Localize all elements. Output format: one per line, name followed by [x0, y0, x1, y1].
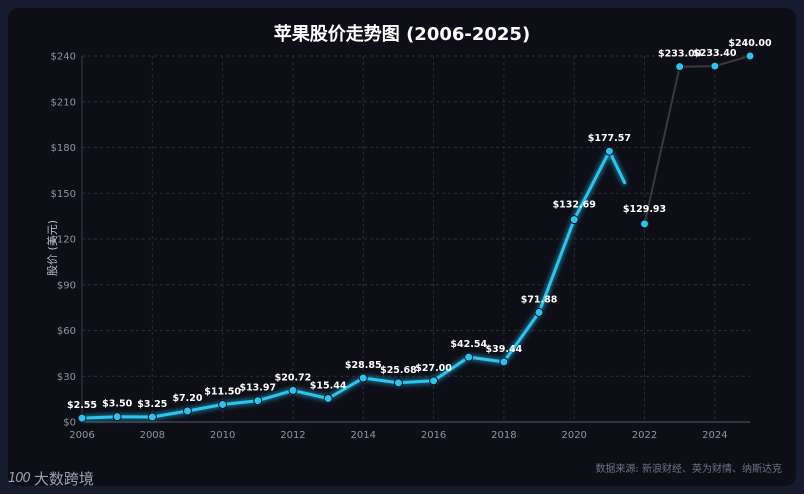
data-point	[604, 146, 614, 156]
data-label: $132.69	[553, 200, 596, 211]
data-label: $3.25	[137, 399, 167, 410]
data-point	[499, 357, 509, 367]
data-label: $28.85	[345, 360, 382, 371]
data-label: $129.93	[623, 204, 666, 215]
x-tick-label: 2024	[702, 430, 727, 441]
y-tick-label: $240	[51, 52, 76, 63]
data-label: $177.57	[588, 133, 631, 144]
data-label: $233.40	[693, 48, 737, 59]
data-label: $15.44	[310, 380, 347, 391]
x-tick-label: 2012	[280, 430, 305, 441]
data-point	[745, 51, 755, 61]
data-point	[112, 412, 122, 422]
watermark: 100 大数跨境	[8, 468, 94, 489]
data-point	[640, 219, 650, 229]
data-point	[393, 378, 403, 388]
series-line-tail	[643, 55, 751, 225]
x-tick-label: 2006	[69, 430, 94, 441]
data-point	[323, 393, 333, 403]
x-tick-label: 2010	[210, 430, 235, 441]
y-tick-label: $0	[63, 418, 76, 429]
series-line	[81, 150, 611, 420]
data-label: $39.44	[486, 344, 523, 355]
data-label: $25.68	[380, 365, 417, 376]
data-point	[218, 399, 228, 409]
data-point	[569, 215, 579, 225]
y-tick-label: $120	[51, 235, 76, 246]
y-tick-label: $180	[51, 143, 76, 154]
data-label: $233.00	[658, 49, 702, 60]
data-point	[288, 385, 298, 395]
data-label: $2.55	[67, 400, 97, 411]
x-tick-label: 2020	[561, 430, 586, 441]
data-point	[182, 406, 192, 416]
data-point	[147, 412, 157, 422]
data-point	[534, 307, 544, 317]
data-label: $27.00	[415, 363, 452, 374]
data-label: $71.88	[521, 294, 558, 305]
chart-title: 苹果股价走势图 (2006-2025)	[273, 24, 531, 45]
data-point	[429, 376, 439, 386]
data-point	[710, 61, 720, 71]
data-label: $42.54	[450, 339, 487, 350]
source-note: 数据来源: 新浪财经、英为财情、纳斯达克	[595, 464, 782, 475]
data-point	[464, 352, 474, 362]
data-point	[358, 373, 368, 383]
y-tick-label: $150	[51, 189, 76, 200]
data-point	[77, 413, 87, 423]
data-label: $3.50	[102, 399, 132, 410]
x-tick-label: 2018	[491, 430, 516, 441]
data-label: $7.20	[172, 393, 202, 404]
data-label: $20.72	[275, 372, 312, 383]
x-tick-label: 2016	[421, 430, 446, 441]
y-tick-label: $30	[57, 372, 76, 383]
watermark-text: 大数跨境	[33, 470, 94, 488]
y-tick-label: $90	[57, 280, 76, 291]
y-tick-label: $210	[51, 97, 76, 108]
watermark-logo: 100	[8, 471, 31, 486]
x-tick-label: 2014	[351, 430, 376, 441]
data-label: $13.97	[239, 383, 276, 394]
data-point	[675, 62, 685, 72]
x-tick-label: 2022	[632, 430, 657, 441]
x-tick-label: 2008	[140, 430, 165, 441]
data-point	[253, 396, 263, 406]
data-label: $11.50	[204, 386, 241, 397]
chart-panel	[8, 8, 796, 486]
series-line-segment	[608, 150, 627, 185]
y-axis-label: 股价 (美元)	[46, 219, 60, 277]
y-tick-label: $60	[57, 326, 76, 337]
data-label: $240.00	[728, 38, 772, 49]
